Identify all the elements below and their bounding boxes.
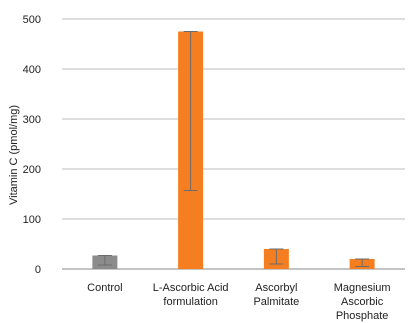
y-axis-ticks: 0 100 200 300 400 500 (23, 14, 41, 276)
category-label: Ascorbyl Palmitate (253, 282, 299, 308)
y-tick-label: 200 (23, 164, 41, 176)
y-tick-label: 100 (23, 214, 41, 226)
y-axis-title: Vitamin C (pmol/mg) (8, 105, 20, 205)
x-axis-categories: Control L-Ascorbic Acid formulation Ascorby… (87, 282, 390, 322)
gridlines (62, 18, 405, 270)
category-label: Magnesium Ascorbic Phosphate (334, 282, 391, 322)
category-label: Control (87, 282, 122, 294)
y-tick-label: 0 (35, 264, 41, 276)
category-label: L-Ascorbic Acid formulation (153, 282, 229, 308)
y-tick-label: 300 (23, 114, 41, 126)
y-tick-label: 400 (23, 64, 41, 76)
error-bars (97, 31, 370, 267)
y-tick-label: 500 (23, 14, 41, 26)
bars (92, 31, 375, 269)
